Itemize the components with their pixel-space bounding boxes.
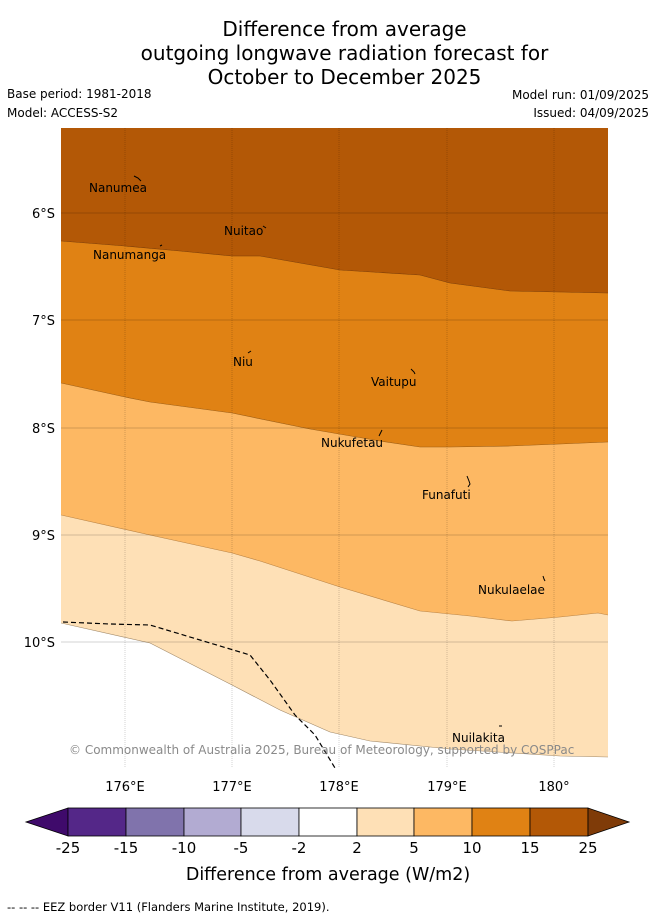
contour-15 xyxy=(61,240,608,294)
issued-date: Issued: 04/09/2025 xyxy=(533,106,649,120)
lat-label-7s: 7°S xyxy=(32,314,55,329)
island-funafuti-shape xyxy=(466,475,471,488)
lon-label-178e: 178°E xyxy=(319,780,359,795)
lat-label-10s: 10°S xyxy=(24,636,55,651)
colorbar-segment-3 xyxy=(183,807,242,837)
band-5-to-10 xyxy=(61,383,608,621)
island-nanumanga-shape xyxy=(159,244,163,247)
band-2-to-5 xyxy=(61,515,608,757)
colorbar-segment-1 xyxy=(67,807,127,837)
band-10-to-15 xyxy=(61,241,608,447)
colorbar-tick-25: 25 xyxy=(578,839,597,857)
place-label-vaitupu: Vaitupu xyxy=(371,375,417,389)
lat-label-9s: 9°S xyxy=(32,529,55,544)
colorbar-tick-5: 5 xyxy=(409,839,419,857)
colorbar-segment-5 xyxy=(298,807,358,837)
model-name: Model: ACCESS-S2 xyxy=(7,106,119,120)
colorbar-segment-6 xyxy=(356,807,415,837)
place-label-nanumanga: Nanumanga xyxy=(93,248,166,262)
copyright-notice: © Commonwealth of Australia 2025, Bureau… xyxy=(69,743,574,757)
colorbar-segment-9 xyxy=(529,807,589,837)
island-niu-shape xyxy=(247,350,252,354)
island-nukulaelae-shape xyxy=(542,575,546,582)
colorbar-tick--10: -10 xyxy=(172,839,197,857)
colorbar-extend-high xyxy=(587,807,631,837)
contour-10 xyxy=(61,382,608,448)
lat-label-6s: 6°S xyxy=(32,207,55,222)
colorbar-label: Difference from average (W/m2) xyxy=(186,865,470,885)
place-label-nukufetau: Nukufetau xyxy=(321,436,383,450)
colorbar-tick--25: -25 xyxy=(56,839,81,857)
colorbar-segment-7 xyxy=(413,807,473,837)
lat-label-8s: 8°S xyxy=(32,422,55,437)
island-vaitupu-shape xyxy=(410,368,416,375)
map-plot-area: Nanumea Nuitao Nanumanga Niu Vaitupu Nuk… xyxy=(61,128,608,768)
title-line-2: outgoing longwave radiation forecast for xyxy=(140,41,549,65)
place-label-nuitao: Nuitao xyxy=(224,224,263,238)
band-15-to-25 xyxy=(61,128,608,293)
island-nukufetau-shape xyxy=(378,429,383,437)
lon-label-180: 180° xyxy=(538,780,569,795)
gridlines xyxy=(61,128,608,768)
colorbar-tick--5: -5 xyxy=(234,839,249,857)
colorbar-tick--2: -2 xyxy=(292,839,307,857)
colorbar-tick-15: 15 xyxy=(520,839,539,857)
contour-2 xyxy=(61,622,608,758)
base-period: Base period: 1981-2018 xyxy=(7,87,152,101)
island-nanumea-shape xyxy=(133,175,142,182)
place-label-nuilakita: Nuilakita xyxy=(452,731,505,745)
model-run: Model run: 01/09/2025 xyxy=(511,88,649,102)
island-nuitao-shape xyxy=(262,225,267,229)
place-label-niu: Niu xyxy=(233,355,253,369)
place-label-nukulaelae: Nukulaelae xyxy=(478,583,545,597)
eez-legend-note: -- -- -- EEZ border V11 (Flanders Marine… xyxy=(7,900,330,914)
colorbar-extend-low xyxy=(24,807,69,837)
island-shapes xyxy=(133,175,546,727)
colorbar-segment-8 xyxy=(471,807,531,837)
title-line-3: October to December 2025 xyxy=(207,65,482,89)
colorbar-segment-4 xyxy=(240,807,300,837)
colorbar-tick--15: -15 xyxy=(114,839,139,857)
eez-border xyxy=(62,621,336,768)
colorbar-tick-10: 10 xyxy=(462,839,481,857)
place-label-nanumea: Nanumea xyxy=(89,181,147,195)
colorbar xyxy=(24,807,631,837)
lon-label-177e: 177°E xyxy=(212,780,252,795)
lon-label-179e: 179°E xyxy=(427,780,467,795)
place-label-funafuti: Funafuti xyxy=(422,488,471,502)
contour-5 xyxy=(61,514,608,622)
lon-label-176e: 176°E xyxy=(105,780,145,795)
chart-title: Difference from average outgoing longwav… xyxy=(0,17,655,89)
colorbar-segment-2 xyxy=(125,807,185,837)
colorbar-tick-2: 2 xyxy=(352,839,362,857)
title-line-1: Difference from average xyxy=(222,17,467,41)
